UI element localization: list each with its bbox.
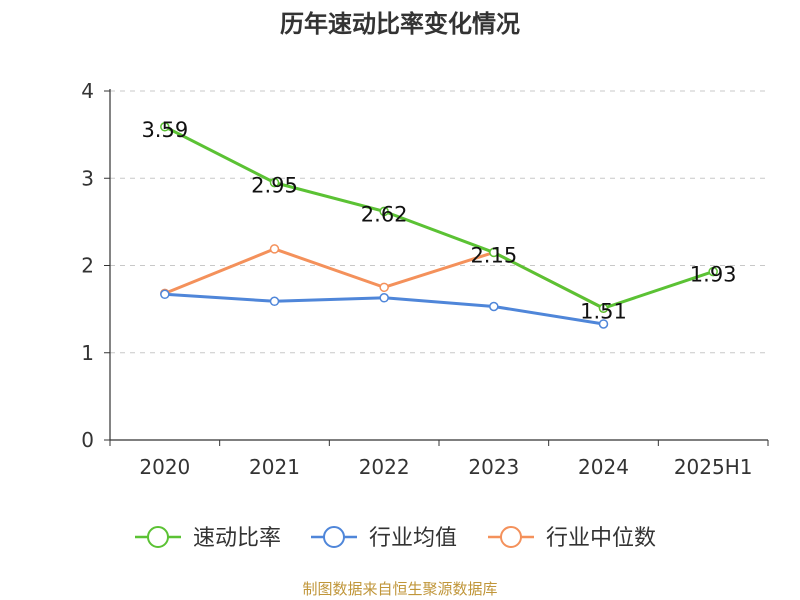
data-point-series-1: [160, 122, 170, 132]
data-label: 1.51: [580, 299, 627, 323]
x-tick-label: 2025H1: [674, 455, 753, 479]
y-tick-label: 1: [81, 341, 94, 365]
legend-marker-icon: [147, 526, 169, 548]
data-point-series-2: [489, 301, 499, 312]
data-point-series-1: [708, 266, 718, 277]
data-point-series-1: [269, 177, 280, 188]
y-tick-label: 3: [81, 166, 94, 190]
x-tick-label: 2021: [249, 455, 300, 479]
data-point-series-3: [379, 282, 389, 293]
data-label: 2.62: [361, 202, 408, 226]
data-point-series-1: [489, 247, 499, 258]
chart-title: 历年速动比率变化情况: [280, 10, 520, 38]
legend-marker-icon: [323, 526, 345, 548]
data-point-series-2: [598, 319, 609, 329]
legend-label: 行业中位数: [546, 526, 656, 551]
data-point-series-2: [379, 293, 389, 303]
x-tick-label: 2022: [359, 455, 410, 479]
data-label: 1.93: [690, 263, 737, 287]
x-tick-label: 2020: [139, 455, 190, 479]
data-point-series-1: [379, 206, 389, 217]
legend-label: 行业均值: [369, 526, 457, 551]
data-point-series-2: [269, 296, 280, 307]
data-point-series-2: [160, 289, 170, 300]
data-point-series-1: [598, 303, 609, 314]
y-tick-label: 0: [81, 428, 94, 452]
series-line-1: [164, 125, 714, 310]
data-label: 3.59: [141, 118, 188, 142]
legend-label: 速动比率: [193, 526, 281, 551]
data-label: 2.15: [470, 243, 517, 267]
data-label: 2.95: [251, 174, 298, 198]
x-tick-label: 2023: [468, 455, 519, 479]
source-note: 制图数据来自恒生聚源数据库: [302, 580, 498, 598]
y-tick-label: 4: [81, 79, 94, 103]
y-tick-label: 2: [81, 254, 94, 278]
legend-marker-icon: [500, 526, 522, 548]
x-tick-label: 2024: [578, 455, 629, 479]
data-point-series-3: [269, 244, 280, 254]
